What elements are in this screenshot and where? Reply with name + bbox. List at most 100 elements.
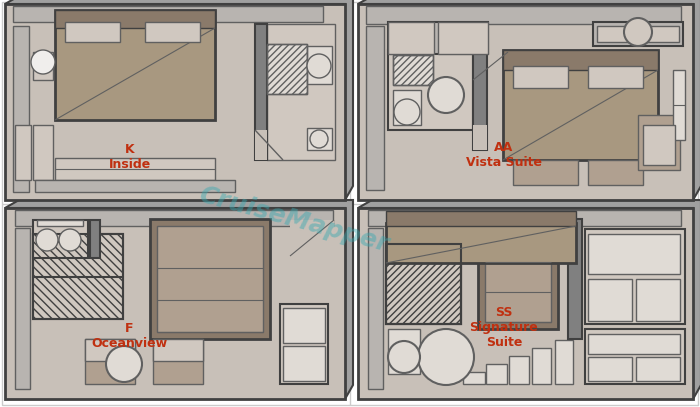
Bar xyxy=(386,244,461,324)
Bar xyxy=(463,372,485,384)
Bar xyxy=(150,219,270,339)
Bar xyxy=(33,234,123,319)
Bar xyxy=(643,125,675,165)
Bar xyxy=(386,223,576,263)
Bar xyxy=(588,160,643,185)
Bar xyxy=(393,90,421,125)
Bar xyxy=(13,6,323,22)
Bar xyxy=(153,339,203,361)
Bar xyxy=(473,125,487,150)
Bar xyxy=(555,340,573,384)
Bar xyxy=(65,22,120,42)
Bar xyxy=(33,52,53,80)
Bar xyxy=(393,55,433,85)
Bar xyxy=(473,50,487,150)
Bar xyxy=(388,50,473,130)
Bar xyxy=(588,357,632,381)
Bar xyxy=(157,226,263,332)
Polygon shape xyxy=(358,200,700,399)
Bar xyxy=(15,210,333,226)
Text: K
Inside: K Inside xyxy=(108,143,150,171)
Bar xyxy=(33,220,88,258)
Bar xyxy=(585,329,685,384)
Bar xyxy=(532,348,551,384)
Bar xyxy=(267,24,335,160)
Bar xyxy=(386,211,576,226)
Bar xyxy=(5,208,345,399)
Bar xyxy=(366,6,681,24)
Bar xyxy=(636,357,680,381)
Bar xyxy=(368,210,681,226)
Text: AA
Vista Suite: AA Vista Suite xyxy=(466,141,542,168)
Bar xyxy=(478,219,558,329)
Circle shape xyxy=(307,54,331,78)
Bar xyxy=(486,364,507,384)
Bar xyxy=(638,115,680,170)
Bar xyxy=(509,356,529,384)
Bar xyxy=(33,125,53,180)
Bar xyxy=(255,130,267,160)
Circle shape xyxy=(31,50,55,74)
Bar xyxy=(280,304,328,384)
Bar xyxy=(485,226,551,322)
Text: CruiseMapper: CruiseMapper xyxy=(196,183,392,257)
Bar xyxy=(388,329,420,374)
Bar xyxy=(267,44,307,94)
Bar xyxy=(283,346,325,381)
Bar xyxy=(5,4,345,200)
Bar xyxy=(513,66,568,88)
Bar xyxy=(636,279,680,321)
Bar xyxy=(145,22,200,42)
Bar xyxy=(307,128,332,150)
Bar xyxy=(85,339,135,384)
Polygon shape xyxy=(5,0,353,200)
Bar xyxy=(366,26,384,190)
Bar xyxy=(388,22,488,54)
Circle shape xyxy=(624,18,652,46)
Polygon shape xyxy=(358,0,700,200)
Bar xyxy=(513,160,578,185)
Circle shape xyxy=(106,346,142,382)
Bar xyxy=(55,10,215,120)
Bar xyxy=(673,70,685,140)
Bar xyxy=(35,180,235,192)
Bar xyxy=(597,26,679,42)
Bar xyxy=(267,44,307,94)
Bar xyxy=(307,46,332,84)
Text: F
Oceanview: F Oceanview xyxy=(92,322,167,350)
Polygon shape xyxy=(5,200,353,399)
Bar xyxy=(368,228,383,389)
Bar xyxy=(13,26,29,192)
Bar xyxy=(588,234,680,274)
Bar xyxy=(386,244,461,324)
Bar xyxy=(283,308,325,343)
Circle shape xyxy=(36,229,58,251)
Bar xyxy=(438,22,488,54)
Bar xyxy=(588,66,643,88)
Bar xyxy=(593,22,683,46)
Bar xyxy=(55,158,215,180)
Bar xyxy=(388,22,434,54)
Bar xyxy=(85,339,135,361)
Bar xyxy=(290,220,334,256)
Bar xyxy=(393,55,433,85)
Bar xyxy=(358,4,693,200)
Bar xyxy=(153,339,203,384)
Bar xyxy=(90,220,100,258)
Circle shape xyxy=(428,77,464,113)
Text: SS
Signature
Suite: SS Signature Suite xyxy=(470,306,538,349)
Bar xyxy=(15,125,31,180)
Bar xyxy=(588,334,680,354)
Bar xyxy=(503,50,658,70)
Bar xyxy=(55,10,215,28)
Bar xyxy=(33,234,123,319)
Circle shape xyxy=(418,329,474,385)
Bar xyxy=(503,50,658,160)
Circle shape xyxy=(59,229,81,251)
Circle shape xyxy=(394,99,420,125)
Bar xyxy=(15,228,30,389)
Bar xyxy=(255,24,267,160)
Bar xyxy=(358,208,693,399)
Bar xyxy=(386,244,461,324)
Bar xyxy=(568,219,582,339)
